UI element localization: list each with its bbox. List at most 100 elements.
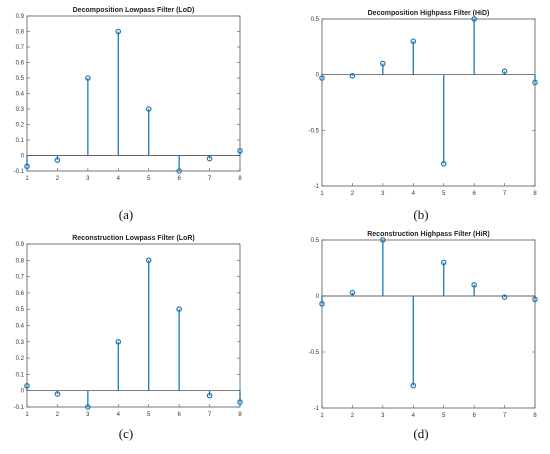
stem-marker: [471, 16, 477, 22]
x-tick-label: 8: [238, 176, 242, 182]
x-tick-label: 5: [147, 176, 151, 182]
y-tick-label: 0.8: [16, 258, 25, 264]
stem-marker: [501, 294, 508, 300]
stem-marker: [115, 339, 122, 345]
y-tick-label: -1: [314, 184, 320, 190]
y-tick-label: 0.2: [16, 123, 25, 129]
chart-hir: Reconstruction Highpass Filter (HiR) -1 -0…: [309, 231, 538, 419]
stem-marker: [237, 148, 243, 154]
y-tick-label: 0: [21, 154, 25, 160]
x-tick-label: 1: [25, 412, 29, 418]
y-tick-label: -0.1: [14, 405, 25, 411]
stem-marker: [176, 168, 182, 174]
y-tick-label: 0.9: [16, 14, 25, 20]
x-tick-label: 6: [177, 412, 181, 418]
caption-a: (a): [118, 207, 134, 222]
y-tick-label: 0.3: [16, 107, 25, 113]
stem-marker: [349, 289, 356, 296]
x-tick-label: 4: [117, 412, 121, 418]
stem-marker: [532, 296, 538, 303]
x-tick-label: 4: [117, 176, 121, 182]
caption-c: (c): [118, 426, 134, 441]
y-tick-label: 0.2: [16, 356, 25, 362]
x-tick-label: 7: [503, 413, 507, 419]
stem-marker: [319, 75, 325, 81]
stem-marker: [54, 157, 61, 163]
x-tick-label: 7: [208, 176, 212, 182]
x-tick-label: 8: [533, 413, 537, 419]
x-tick-label: 5: [147, 412, 151, 418]
y-tick-label: 0.6: [16, 291, 25, 297]
stem-marker: [24, 163, 30, 170]
stem-marker: [237, 399, 243, 405]
x-tick-label: 7: [208, 412, 212, 418]
y-tick-label: 0.5: [16, 307, 25, 313]
stem-marker: [410, 382, 417, 389]
stem-marker: [501, 68, 508, 75]
y-tick-label: 0.9: [16, 242, 25, 248]
y-tick-label: 0.5: [16, 76, 25, 82]
y-tick-label: -1: [314, 406, 320, 412]
x-tick-label: 3: [86, 412, 90, 418]
x-tick-label: 6: [177, 176, 181, 182]
x-tick-label: 3: [86, 176, 90, 182]
caption-d: (d): [413, 426, 429, 441]
stem-marker: [206, 392, 213, 399]
x-tick-label: 6: [472, 191, 476, 197]
x-tick-label: 1: [320, 413, 324, 419]
y-tick-label: 0.8: [16, 30, 25, 36]
x-tick-label: 5: [442, 413, 446, 419]
x-tick-label: 8: [238, 412, 242, 418]
x-tick-label: 5: [442, 191, 446, 197]
stem-marker: [471, 281, 477, 288]
y-tick-label: 0: [21, 389, 25, 395]
stem-marker: [380, 60, 386, 67]
chart-title: Reconstruction Highpass Filter (HiR): [367, 231, 490, 238]
x-tick-label: 2: [56, 412, 60, 418]
x-tick-label: 3: [381, 191, 385, 197]
stem-marker: [206, 155, 213, 162]
y-tick-label: 0: [316, 294, 320, 300]
stem-marker: [380, 237, 386, 243]
x-tick-label: 1: [25, 176, 29, 182]
chart-lor: Reconstruction Lowpass Filter (LoR) -0.1 0…: [14, 235, 243, 418]
stem-marker: [54, 391, 61, 397]
x-tick-label: 6: [472, 413, 476, 419]
stem-marker: [440, 160, 447, 167]
stem-marker: [349, 72, 356, 79]
y-tick-label: 0.7: [16, 275, 25, 281]
x-tick-label: 2: [56, 176, 60, 182]
x-tick-label: 2: [351, 413, 355, 419]
y-tick-label: 0.3: [16, 340, 25, 346]
stem-marker: [176, 306, 182, 312]
y-tick-label: 0.5: [311, 238, 320, 244]
x-tick-label: 1: [320, 191, 324, 197]
y-tick-label: -0.5: [309, 128, 320, 134]
x-tick-label: 4: [412, 413, 416, 419]
stem-marker: [440, 259, 447, 266]
stem-marker: [24, 383, 30, 389]
x-tick-label: 3: [381, 413, 385, 419]
stem-marker: [319, 301, 325, 307]
y-tick-label: -0.1: [14, 169, 25, 175]
x-tick-label: 7: [503, 191, 507, 197]
stem-marker: [532, 79, 538, 86]
stem-marker: [115, 28, 122, 35]
stem-marker: [145, 106, 152, 112]
y-tick-label: 0.1: [16, 138, 25, 144]
plot-area: [26, 15, 241, 172]
caption-b: (b): [413, 207, 429, 222]
stem-marker: [85, 404, 91, 410]
stem-marker: [85, 75, 91, 81]
y-tick-label: 0.4: [16, 324, 25, 330]
y-tick-label: 0.6: [16, 61, 25, 67]
chart-lod: Decomposition Lowpass Filter (LoD) -0.1 0 0…: [14, 7, 243, 182]
plot-area: [321, 18, 536, 187]
y-tick-label: -0.5: [309, 350, 320, 356]
x-tick-label: 8: [533, 191, 537, 197]
chart-title: Decomposition Highpass Filter (HiD): [368, 10, 490, 17]
y-tick-label: 0.4: [16, 92, 25, 98]
y-tick-label: 0.7: [16, 45, 25, 51]
plot-area: [26, 243, 241, 408]
chart-hid: Decomposition Highpass Filter (HiD) -1 -0.…: [309, 10, 538, 197]
